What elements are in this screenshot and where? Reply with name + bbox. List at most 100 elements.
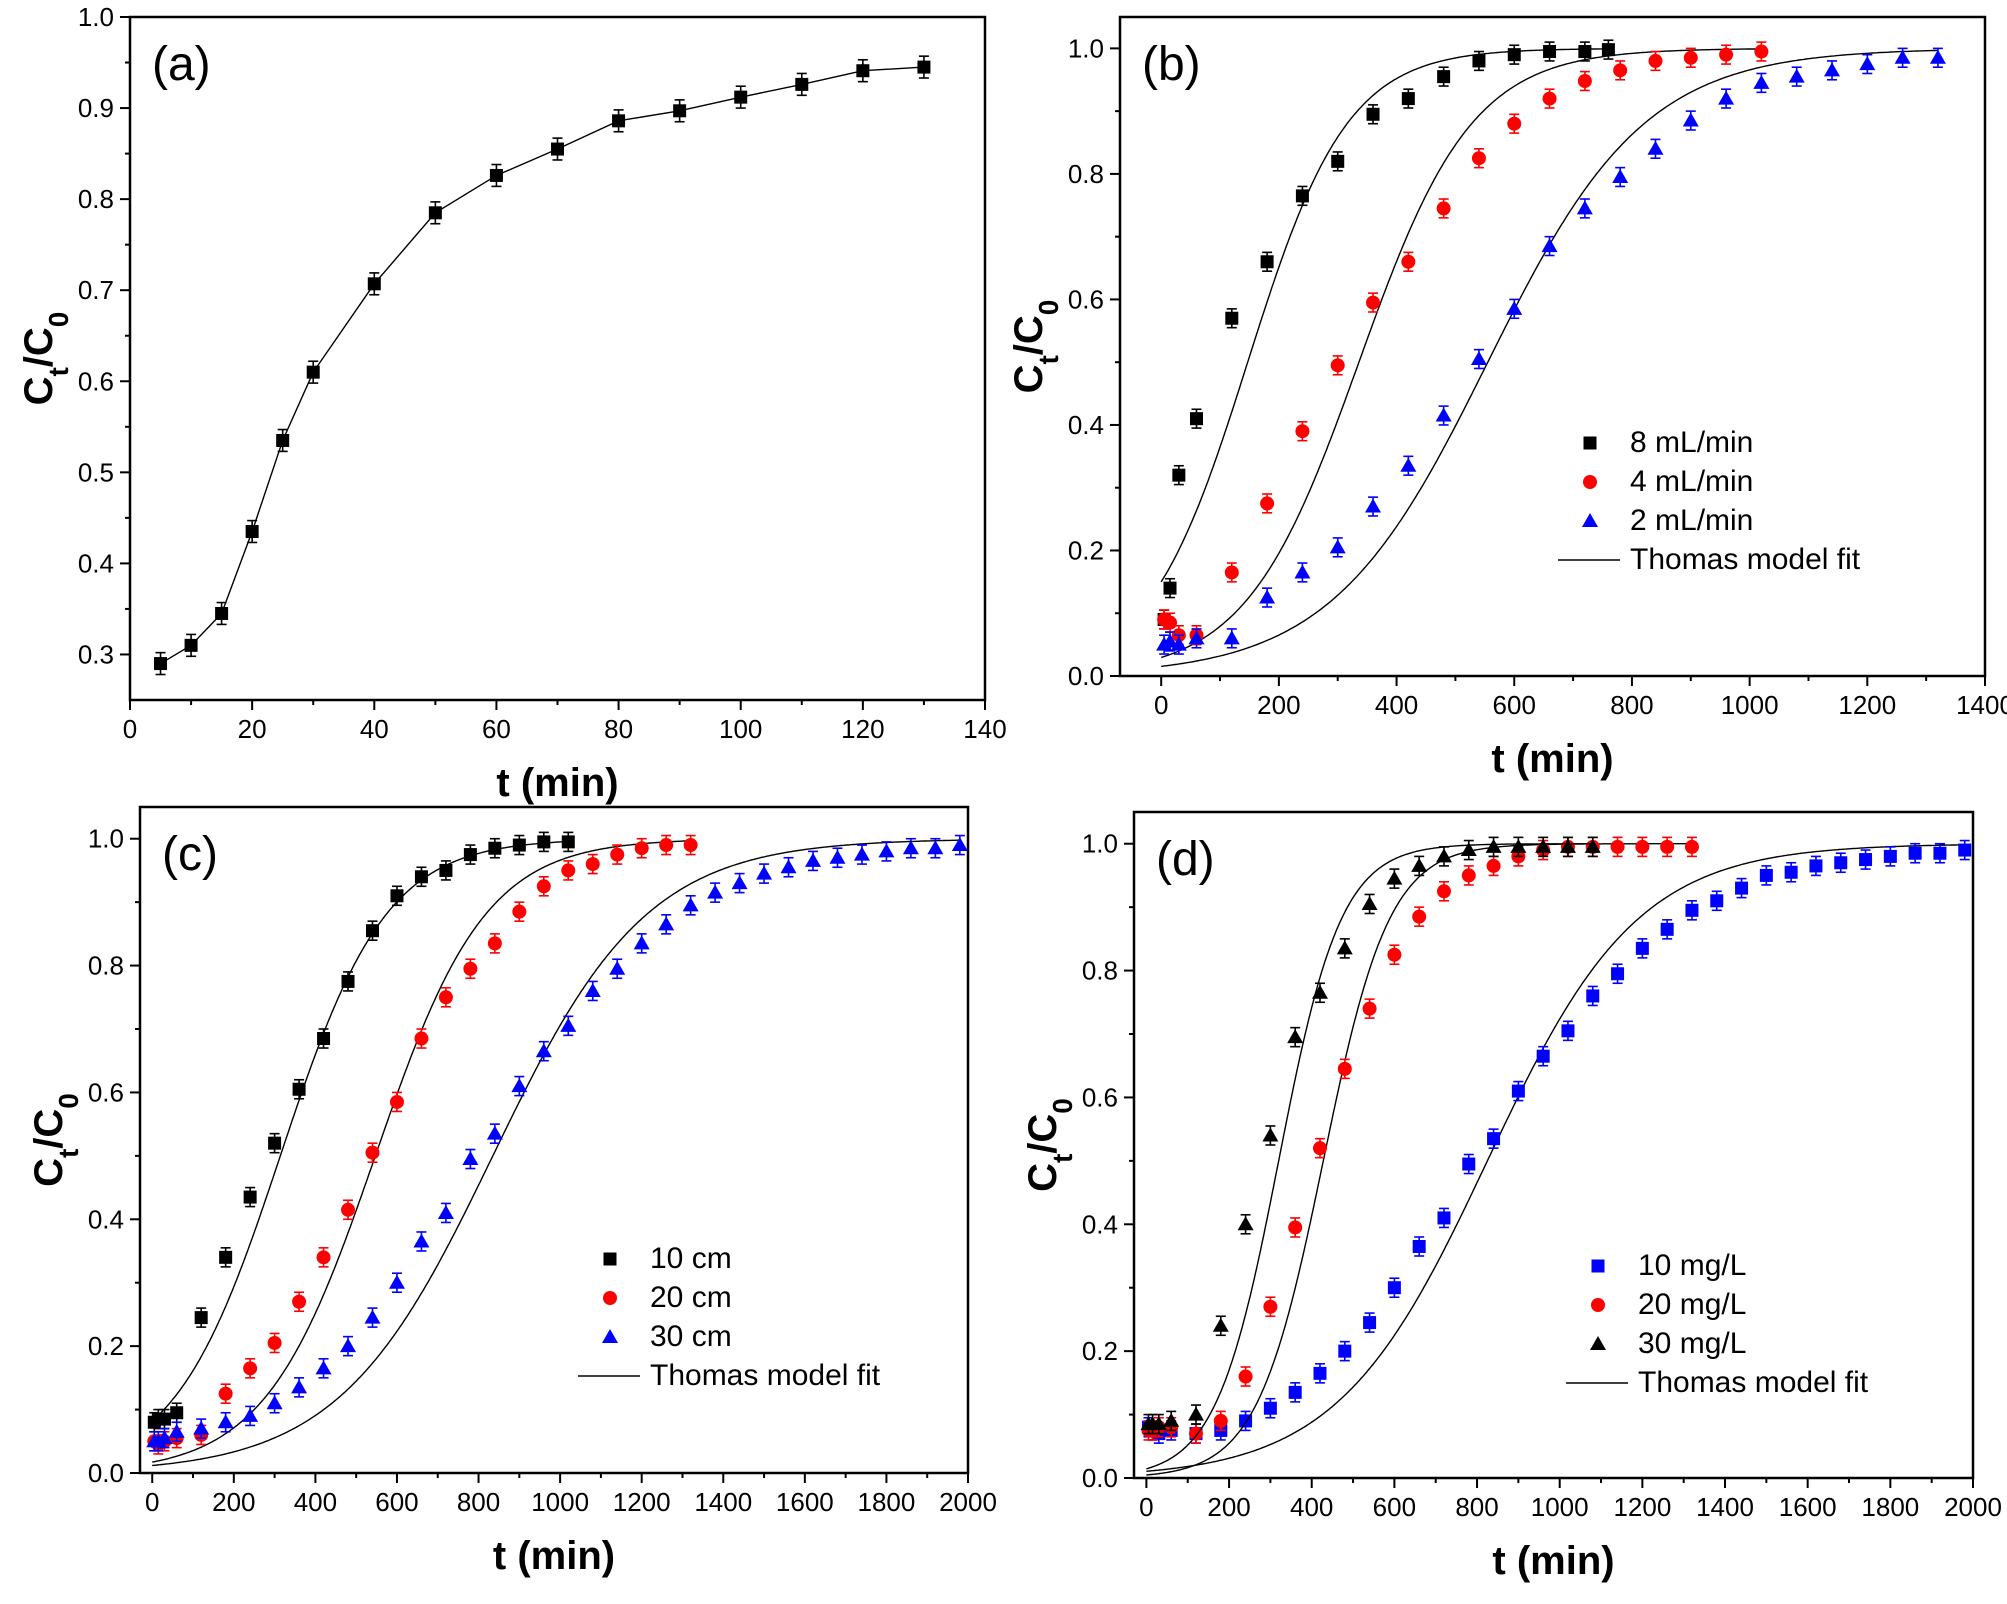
data-point bbox=[1387, 1281, 1401, 1295]
data-point bbox=[610, 847, 625, 862]
data-point bbox=[1401, 92, 1415, 106]
legend-marker bbox=[1583, 436, 1597, 450]
data-point bbox=[1929, 49, 1946, 64]
x-tick-label: 140 bbox=[963, 714, 1006, 744]
x-tick-label: 1000 bbox=[531, 1487, 589, 1517]
data-point bbox=[1784, 865, 1798, 879]
y-tick-label: 0.6 bbox=[78, 366, 114, 396]
data-point bbox=[291, 1379, 308, 1394]
data-point bbox=[1933, 846, 1947, 860]
data-point bbox=[1288, 1385, 1302, 1399]
data-point bbox=[1412, 909, 1427, 924]
data-point bbox=[243, 1190, 257, 1204]
data-point bbox=[488, 841, 502, 855]
data-point bbox=[1361, 895, 1378, 910]
data-point bbox=[462, 1151, 479, 1166]
data-point bbox=[1366, 295, 1381, 310]
legend-marker bbox=[1583, 475, 1597, 489]
y-tick-label: 0.4 bbox=[1082, 1209, 1118, 1239]
data-point bbox=[266, 1395, 283, 1410]
x-tick-label: 200 bbox=[1257, 690, 1300, 720]
x-tick-label: 100 bbox=[719, 714, 762, 744]
panel-d-letter: (d) bbox=[1156, 833, 1215, 886]
data-point bbox=[535, 1043, 552, 1058]
data-point bbox=[388, 1274, 405, 1289]
y-tick-label: 0.6 bbox=[1068, 284, 1104, 314]
thomas-fit-line bbox=[152, 839, 960, 1467]
data-point bbox=[673, 104, 687, 118]
data-point bbox=[219, 1250, 233, 1264]
legend-label: 20 cm bbox=[650, 1281, 732, 1314]
x-tick-label: 1800 bbox=[858, 1487, 916, 1517]
data-point bbox=[1294, 564, 1311, 579]
data-point bbox=[612, 114, 626, 128]
data-point bbox=[1213, 1413, 1228, 1428]
panel-b-y-axis-title: Ct/C0 bbox=[1007, 300, 1064, 394]
data-point bbox=[1635, 941, 1649, 955]
data-point bbox=[1224, 565, 1239, 580]
legend-marker bbox=[602, 1329, 618, 1343]
data-point bbox=[1958, 843, 1972, 857]
series-4 mL/min bbox=[1157, 41, 1769, 659]
data-point bbox=[413, 1233, 430, 1248]
data-point bbox=[1212, 1317, 1229, 1332]
thomas-fit-line bbox=[1146, 844, 1965, 1472]
data-point bbox=[1401, 254, 1416, 269]
data-point bbox=[633, 935, 650, 950]
panel-d-x-axis-title: t (min) bbox=[1492, 1539, 1614, 1583]
data-point bbox=[1172, 468, 1186, 482]
data-point bbox=[1189, 412, 1203, 426]
x-tick-label: 1200 bbox=[1838, 690, 1896, 720]
x-tick-label: 1800 bbox=[1861, 1492, 1919, 1522]
data-point bbox=[463, 961, 478, 976]
data-point bbox=[487, 936, 502, 951]
y-tick-label: 0.0 bbox=[88, 1458, 124, 1488]
legend-fit-label: Thomas model fit bbox=[1630, 543, 1861, 576]
legend-label: 30 cm bbox=[650, 1320, 732, 1353]
data-point bbox=[537, 835, 551, 849]
data-point bbox=[829, 849, 846, 864]
data-point bbox=[634, 841, 649, 856]
data-point bbox=[1329, 539, 1346, 554]
y-tick-label: 0.0 bbox=[1082, 1463, 1118, 1493]
data-point bbox=[584, 982, 601, 997]
panel-d-y-axis-title: Ct/C0 bbox=[1021, 1098, 1078, 1192]
series-2 mL/min bbox=[1156, 47, 1946, 668]
data-point bbox=[1313, 1366, 1327, 1380]
data-point bbox=[1365, 498, 1382, 513]
data-point bbox=[157, 1412, 171, 1426]
x-tick-label: 1600 bbox=[1779, 1492, 1837, 1522]
data-point bbox=[1437, 70, 1451, 84]
legend-label: 20 mg/L bbox=[1638, 1288, 1746, 1321]
thomas-fit-line bbox=[152, 840, 691, 1463]
data-point bbox=[1225, 311, 1239, 325]
data-point bbox=[1735, 881, 1749, 895]
data-point bbox=[194, 1311, 208, 1325]
x-tick-label: 400 bbox=[1290, 1492, 1333, 1522]
data-point bbox=[170, 1406, 184, 1420]
y-tick-label: 0.6 bbox=[1082, 1082, 1118, 1112]
data-point bbox=[1411, 857, 1428, 872]
data-point bbox=[1400, 457, 1417, 472]
data-point bbox=[1719, 47, 1734, 62]
data-point bbox=[389, 1094, 404, 1109]
data-point bbox=[734, 90, 748, 104]
data-point bbox=[486, 1125, 503, 1140]
data-point bbox=[1187, 1406, 1204, 1421]
x-tick-label: 2000 bbox=[939, 1487, 997, 1517]
y-tick-label: 0.5 bbox=[78, 457, 114, 487]
data-point bbox=[1337, 1061, 1352, 1076]
panel-b: 0 200 400 600 800 1000 1200 1400 0.0 0.2 0.4 0.6 0.8… bbox=[1007, 15, 2007, 781]
data-point bbox=[1366, 107, 1380, 121]
panel-c-legend: 10 cm 20 cm 30 cm Thomas model fit bbox=[578, 1242, 881, 1392]
data-point bbox=[1683, 50, 1698, 65]
data-point bbox=[1163, 1412, 1180, 1427]
y-tick-label: 0.9 bbox=[78, 93, 114, 123]
data-point bbox=[215, 606, 229, 620]
data-point bbox=[1311, 984, 1328, 999]
data-point bbox=[902, 840, 919, 855]
y-tick-label: 0.8 bbox=[78, 184, 114, 214]
data-point bbox=[682, 897, 699, 912]
panel-b-x-axis-title: t (min) bbox=[1491, 737, 1613, 781]
data-point bbox=[1754, 44, 1769, 59]
